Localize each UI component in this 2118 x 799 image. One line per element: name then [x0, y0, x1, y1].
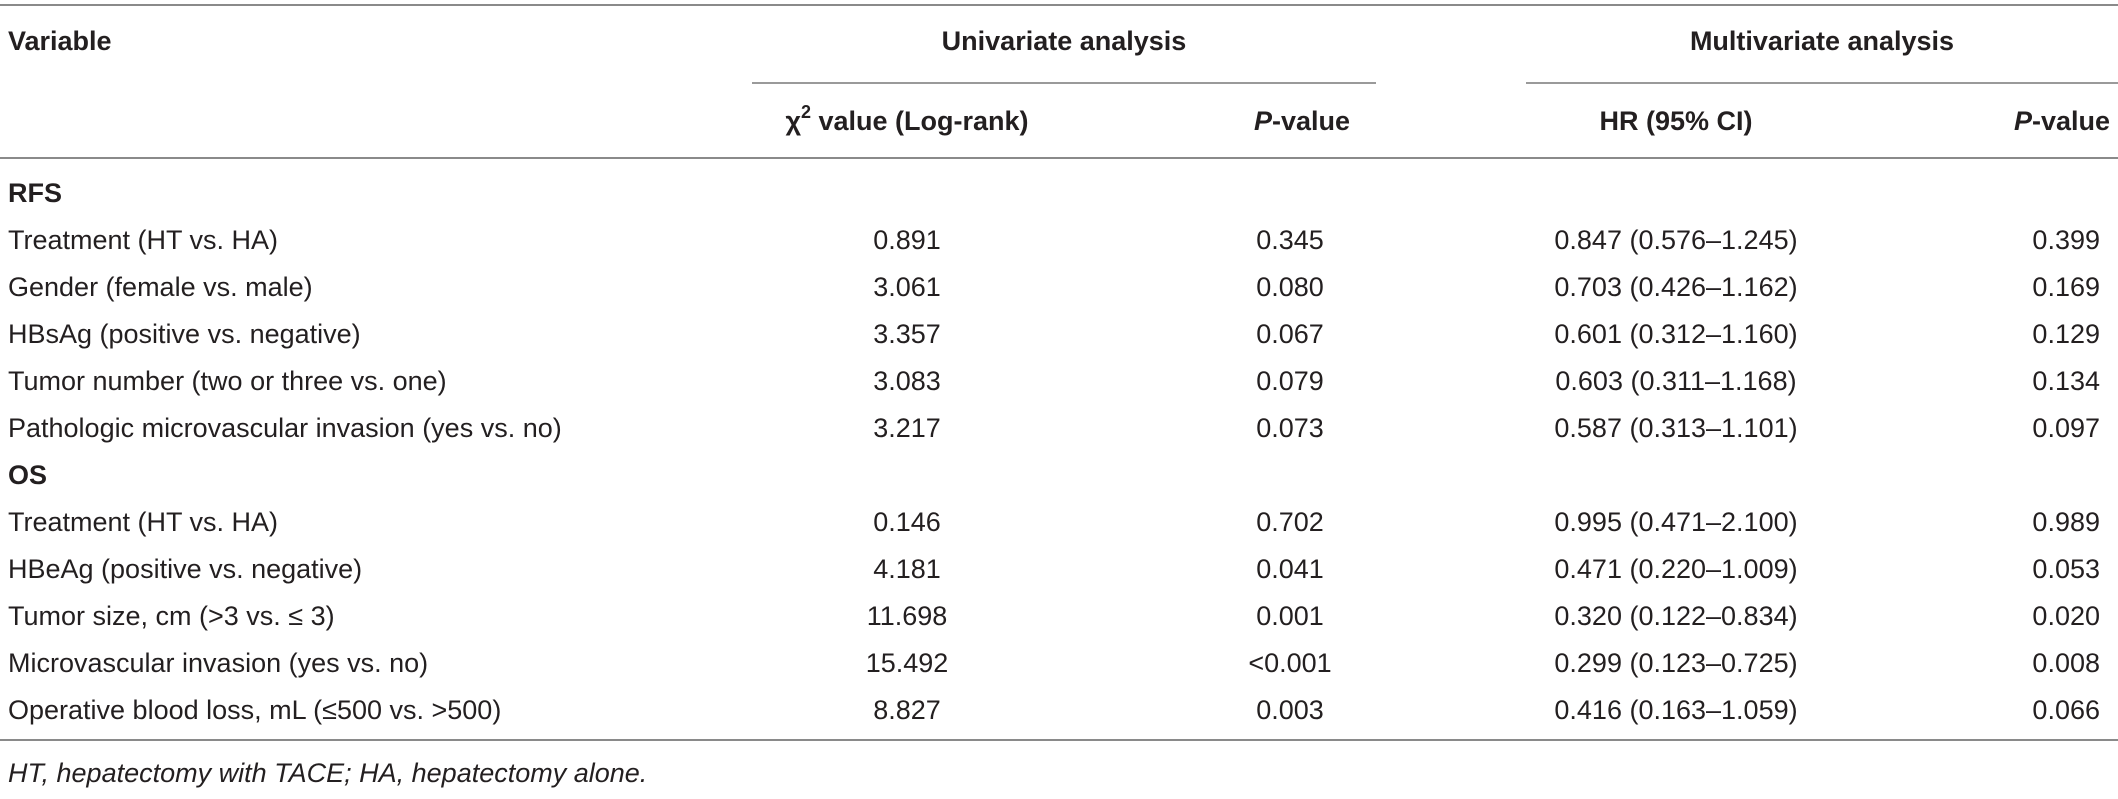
header-univariate: Univariate analysis	[941, 26, 1187, 56]
row-chi: 8.827	[873, 695, 941, 725]
row-hr: 0.601 (0.312–1.160)	[1554, 319, 1798, 349]
row-p-uni: 0.345	[1256, 225, 1324, 255]
row-variable: HBeAg (positive vs. negative)	[8, 554, 363, 584]
row-p-uni: 0.001	[1256, 601, 1324, 631]
row-p-uni: 0.067	[1256, 319, 1324, 349]
header-multivariate: Multivariate analysis	[1689, 26, 1955, 56]
row-p-multi: 0.008	[2032, 648, 2100, 678]
row-chi: 3.061	[873, 272, 941, 302]
table-bottom-rule	[0, 739, 2118, 741]
row-p-uni: 0.003	[1256, 695, 1324, 725]
row-p-multi: 0.169	[2032, 272, 2100, 302]
header-p-value-univariate: P-value	[1253, 106, 1350, 136]
univariate-underline	[752, 82, 1376, 84]
section-title-os: OS	[8, 460, 48, 490]
row-hr: 0.603 (0.311–1.168)	[1555, 366, 1797, 396]
row-p-multi: 0.097	[2032, 413, 2100, 443]
row-variable: Tumor number (two or three vs. one)	[8, 366, 447, 396]
row-chi: 0.146	[873, 507, 941, 537]
row-p-multi: 0.989	[2032, 507, 2100, 537]
top-rule	[0, 4, 2118, 6]
table-footnote: HT, hepatectomy with TACE; HA, hepatecto…	[8, 758, 648, 788]
row-chi: 3.217	[873, 413, 941, 443]
row-variable: Microvascular invasion (yes vs. no)	[8, 648, 429, 678]
row-chi: 15.492	[865, 648, 949, 678]
row-chi: 11.698	[866, 601, 948, 631]
row-hr: 0.703 (0.426–1.162)	[1554, 272, 1798, 302]
header-hr-ci: HR (95% CI)	[1599, 106, 1753, 136]
row-p-uni: <0.001	[1248, 648, 1332, 678]
header-bottom-rule	[0, 157, 2118, 159]
row-p-uni: 0.702	[1256, 507, 1324, 537]
row-p-multi: 0.134	[2032, 366, 2100, 396]
row-p-uni: 0.079	[1256, 366, 1324, 396]
row-p-multi: 0.129	[2032, 319, 2100, 349]
row-p-multi: 0.399	[2032, 225, 2100, 255]
row-p-uni: 0.080	[1256, 272, 1324, 302]
multivariate-underline	[1526, 82, 2118, 84]
row-hr: 0.587 (0.313–1.101)	[1554, 413, 1798, 443]
row-hr: 0.847 (0.576–1.245)	[1554, 225, 1798, 255]
header-p-value-multivariate: P-value	[2013, 106, 2110, 136]
row-chi: 3.083	[873, 366, 941, 396]
row-variable: Treatment (HT vs. HA)	[8, 225, 279, 255]
row-hr: 0.416 (0.163–1.059)	[1554, 695, 1798, 725]
row-variable: Tumor size, cm (>3 vs. ≤ 3)	[8, 601, 335, 631]
row-hr: 0.320 (0.122–0.834)	[1554, 601, 1798, 631]
row-p-multi: 0.053	[2032, 554, 2100, 584]
header-variable: Variable	[8, 26, 112, 56]
row-hr: 0.995 (0.471–2.100)	[1554, 507, 1798, 537]
row-variable: Pathologic microvascular invasion (yes v…	[8, 413, 562, 443]
row-p-multi: 0.066	[2032, 695, 2100, 725]
section-title-rfs: RFS	[8, 178, 62, 208]
row-chi: 0.891	[873, 225, 941, 255]
row-p-multi: 0.020	[2032, 601, 2100, 631]
header-chi-square: χ2 value (Log-rank)	[785, 102, 1029, 136]
row-p-uni: 0.041	[1256, 554, 1324, 584]
row-variable: Treatment (HT vs. HA)	[8, 507, 279, 537]
row-hr: 0.299 (0.123–0.725)	[1554, 648, 1798, 678]
row-chi: 4.181	[873, 554, 941, 584]
row-variable: Gender (female vs. male)	[8, 272, 313, 302]
row-hr: 0.471 (0.220–1.009)	[1554, 554, 1798, 584]
row-p-uni: 0.073	[1256, 413, 1324, 443]
row-variable: HBsAg (positive vs. negative)	[8, 319, 361, 349]
row-chi: 3.357	[873, 319, 941, 349]
row-variable: Operative blood loss, mL (≤500 vs. >500)	[8, 695, 502, 725]
